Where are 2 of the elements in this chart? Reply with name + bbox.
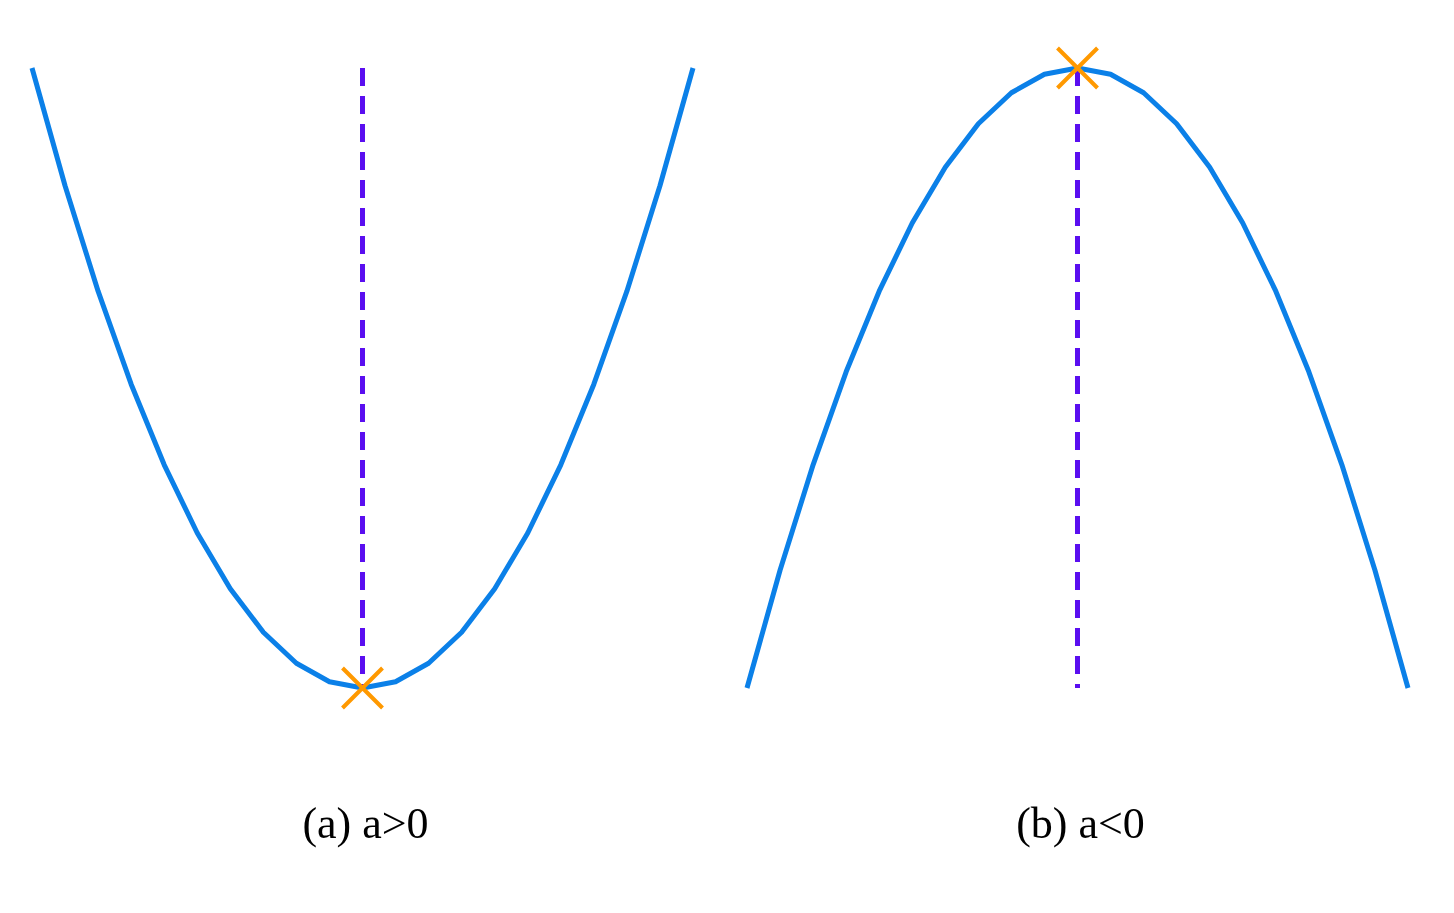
text: (a) a>0 xyxy=(301,798,430,849)
text: (b) a<0 xyxy=(1015,798,1146,849)
